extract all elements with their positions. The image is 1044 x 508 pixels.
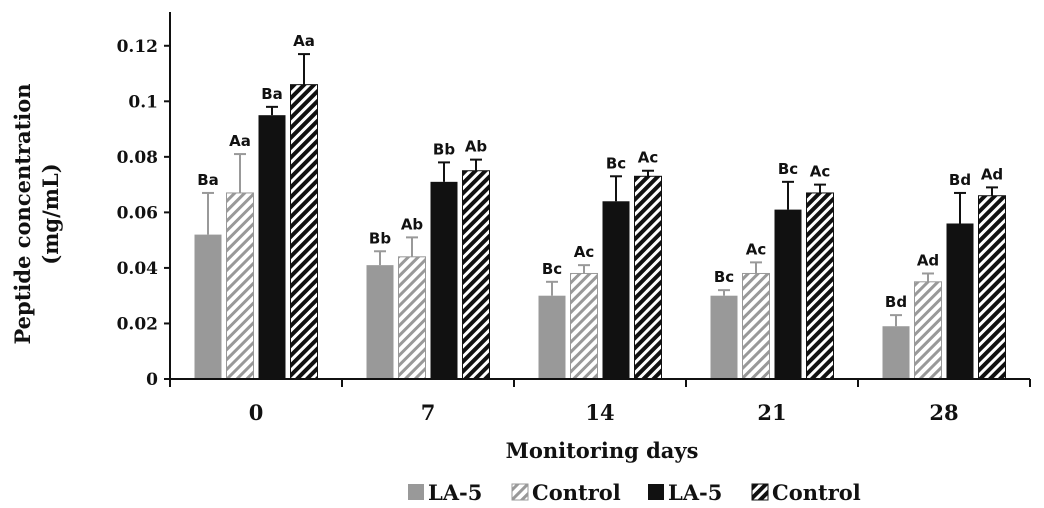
bar — [366, 265, 394, 379]
bar-label: Ab — [465, 138, 488, 156]
bar-label: Aa — [229, 132, 251, 150]
y-axis-title-line-2: (mg/mL) — [38, 163, 63, 264]
legend-swatch — [648, 484, 664, 500]
legend: LA-5 Control LA-5 Control — [408, 480, 861, 505]
bar-label: Bb — [369, 229, 391, 247]
bar-label: Bc — [542, 260, 562, 278]
bars — [194, 84, 1006, 380]
bar-labels: Ba Bb Bc Bc Bd Aa Ab Ac Ac Ad Ba Bb Bc Bc Bd Aa Ab Ac Ac Ad — [197, 32, 1003, 311]
y-tick-label: 0.08 — [117, 148, 158, 168]
y-tick-label: 0 — [146, 370, 158, 390]
x-tick-label: 0 — [249, 400, 264, 425]
bar-label: Ba — [197, 171, 219, 189]
bar — [258, 115, 286, 379]
x-tick-label: 7 — [421, 400, 436, 425]
bar-label: Ac — [746, 240, 767, 258]
bar-label: Bc — [606, 154, 626, 172]
bar-label: Aa — [293, 32, 315, 50]
bar — [570, 272, 598, 380]
legend-label: LA-5 — [668, 480, 722, 505]
bar — [978, 195, 1006, 380]
y-axis-title-line-1: Peptide concentration — [10, 83, 35, 344]
y-tick-label: 0.06 — [117, 203, 158, 223]
bar-label: Bd — [885, 293, 907, 311]
x-tick-label: 28 — [929, 400, 958, 425]
bar-label: Ac — [574, 243, 595, 261]
bar — [634, 175, 662, 380]
legend-label: LA-5 — [428, 480, 482, 505]
bar — [946, 223, 974, 379]
bar-label: Ba — [261, 85, 283, 103]
legend-label: Control — [532, 480, 621, 505]
bar-label: Ad — [917, 251, 939, 269]
legend-swatch — [751, 483, 769, 501]
legend-swatch — [408, 484, 424, 500]
error-bars — [202, 53, 998, 327]
bar — [538, 295, 566, 379]
y-tick-label: 0.02 — [117, 314, 158, 334]
bar-label: Ac — [810, 163, 831, 181]
bar-label: Bd — [949, 171, 971, 189]
bar — [194, 234, 222, 379]
bar-label: Ab — [401, 215, 424, 233]
bar — [914, 281, 942, 380]
bar-label: Bb — [433, 140, 455, 158]
y-tick-label: 0.1 — [128, 92, 158, 112]
y-axis-title: Peptide concentration (mg/mL) — [10, 83, 63, 344]
bar — [774, 209, 802, 379]
x-tick-label: 21 — [757, 400, 786, 425]
y-tick-label: 0.12 — [117, 37, 158, 57]
y-tick-label: 0.04 — [117, 259, 159, 279]
legend-label: Control — [772, 480, 861, 505]
bar-label: Ad — [981, 165, 1003, 183]
legend-swatch — [511, 483, 529, 501]
x-tick-label: 14 — [585, 400, 614, 425]
y-axis-ticks: 0 0.02 0.04 0.06 0.08 0.1 0.12 — [117, 37, 170, 390]
x-axis-ticks: 0 7 14 21 28 — [169, 379, 1031, 425]
bar — [710, 295, 738, 379]
bar — [742, 272, 770, 380]
bar — [290, 84, 318, 380]
bar — [602, 201, 630, 379]
bar-label: Ac — [638, 149, 659, 167]
bar — [462, 170, 490, 380]
bar-label: Bc — [714, 268, 734, 286]
bar — [226, 192, 254, 380]
bar — [806, 192, 834, 380]
bar — [882, 326, 910, 379]
bar — [430, 181, 458, 379]
bar-label: Bc — [778, 160, 798, 178]
bar — [398, 256, 426, 380]
x-axis-title: Monitoring days — [506, 438, 699, 463]
